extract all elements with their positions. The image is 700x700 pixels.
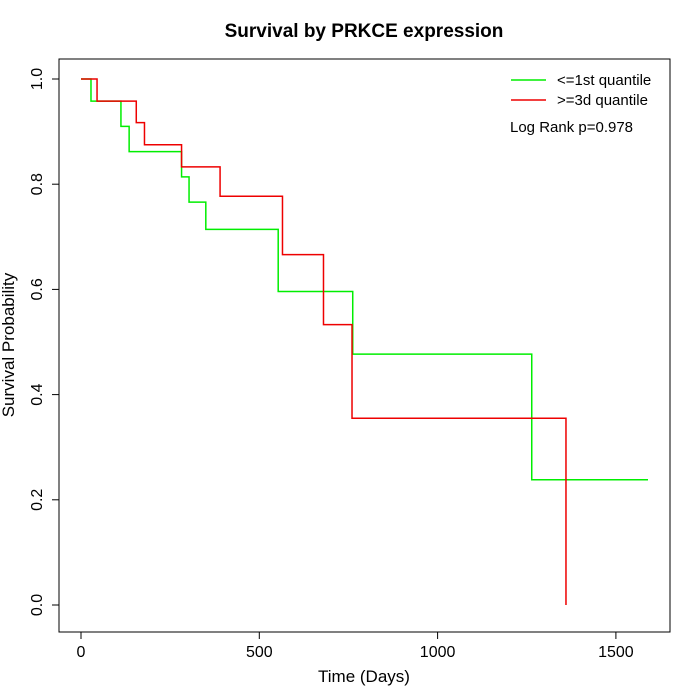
x-tick-label: 1000 [420,644,456,661]
y-tick-label: 0.8 [29,173,46,195]
y-tick-label: 0.6 [29,278,46,300]
y-tick-label: 0.0 [29,594,46,616]
x-axis-label: Time (Days) [318,667,410,686]
log-rank-annotation: Log Rank p=0.978 [510,119,633,136]
series-line-2 [81,78,567,605]
y-tick-label: 1.0 [29,68,46,90]
chart-title: Survival by PRKCE expression [225,21,504,42]
series-layer [81,78,648,605]
legend-label-2: >=3d quantile [557,92,648,109]
x-tick-label: 1500 [598,644,634,661]
x-tick-label: 0 [77,644,86,661]
x-tick-label: 500 [246,644,273,661]
y-axis: 0.0 0.2 0.4 0.6 0.8 1.0 [29,68,60,616]
y-tick-label: 0.4 [29,383,46,405]
x-axis: 0 500 1000 1500 [77,631,634,661]
y-tick-label: 0.2 [29,489,46,511]
legend-label-1: <=1st quantile [557,72,651,89]
y-axis-label: Survival Probability [0,272,18,417]
legend: <=1st quantile >=3d quantile [511,72,651,109]
